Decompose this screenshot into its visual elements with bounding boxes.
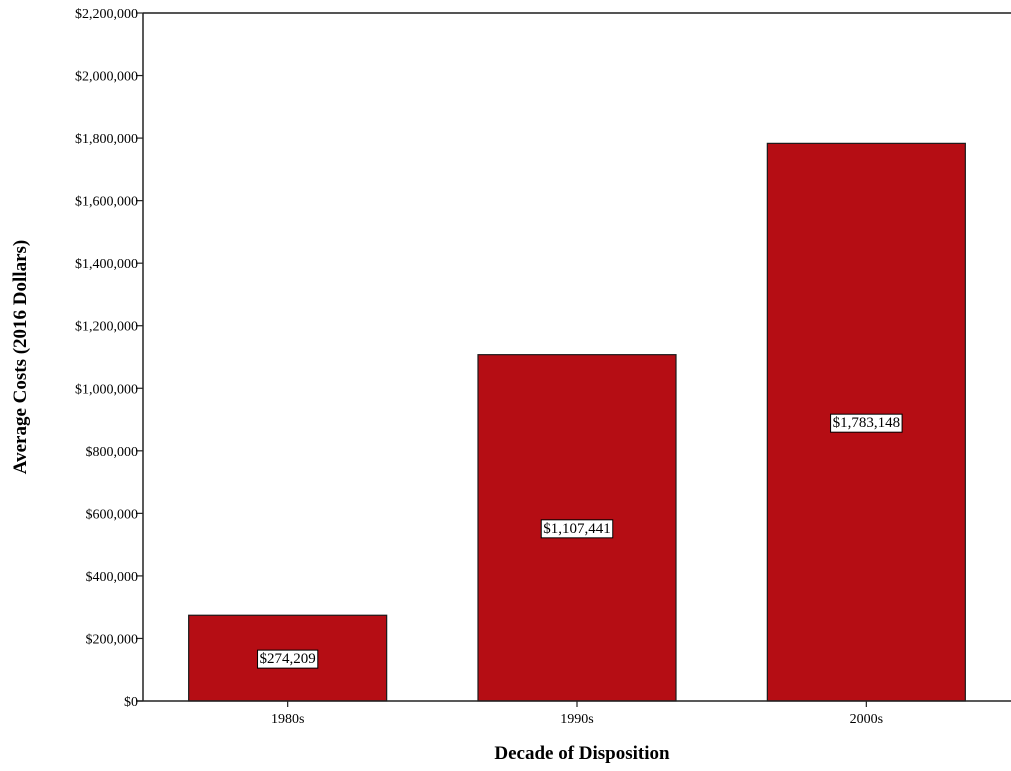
data-label: $1,783,148 <box>830 413 903 433</box>
y-tick-label: $600,000 <box>86 507 139 522</box>
data-label-box <box>830 413 903 433</box>
data-label-box <box>257 649 319 669</box>
y-tick-label: $2,200,000 <box>75 7 138 22</box>
data-labels-layer: $274,209 $1,107,441 $1,783,148 <box>257 413 903 669</box>
y-axis-title: Average Costs (2016 Dollars) <box>10 240 31 474</box>
y-tick-label: $1,800,000 <box>75 132 138 147</box>
data-label-text: $1,783,148 <box>833 415 901 431</box>
axes-layer: $0 $200,000 $400,000 $600,000 $800,000 $1,000… <box>75 7 1011 727</box>
x-tick-label: 1990s <box>560 712 593 727</box>
x-tick-label: 1980s <box>271 712 304 727</box>
y-tick-label: $1,000,000 <box>75 382 138 397</box>
y-tick-label: $800,000 <box>86 445 139 460</box>
x-axis-title: Decade of Disposition <box>494 743 670 764</box>
data-label-text: $274,209 <box>260 651 316 667</box>
y-tick-label: $0 <box>124 695 138 710</box>
y-tick-label: $1,200,000 <box>75 320 138 335</box>
y-tick-label: $400,000 <box>86 570 139 585</box>
data-label-text: $1,107,441 <box>543 521 611 537</box>
y-tick-label: $1,600,000 <box>75 195 138 210</box>
x-tick-label: 2000s <box>850 712 883 727</box>
y-tick-label: $200,000 <box>86 632 139 647</box>
y-tick-label: $2,000,000 <box>75 70 138 85</box>
data-label: $1,107,441 <box>540 519 614 539</box>
data-label-box <box>540 519 614 539</box>
data-label: $274,209 <box>257 649 319 669</box>
y-tick-label: $1,400,000 <box>75 257 138 272</box>
